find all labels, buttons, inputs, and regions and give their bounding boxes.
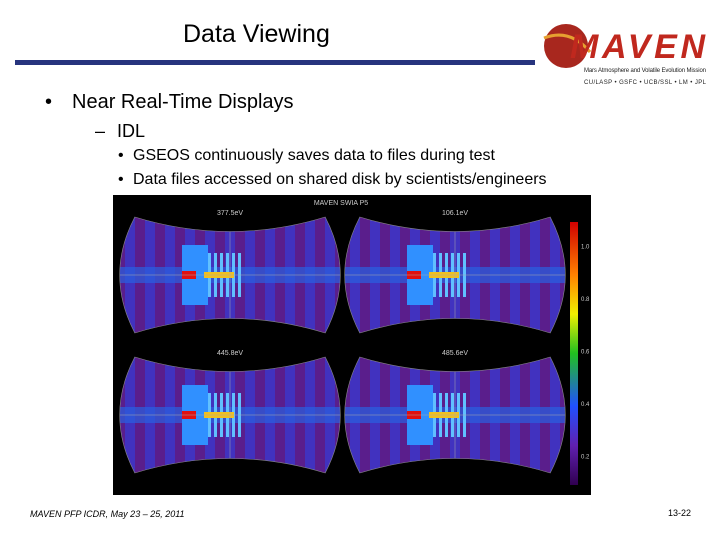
- map-grid: [344, 217, 566, 333]
- colorbar-label: 0.2: [581, 455, 590, 461]
- bullet-text: Data files accessed on shared disk by sc…: [133, 171, 547, 188]
- colorbar: [570, 222, 578, 485]
- logo-name: MAVEN: [570, 28, 706, 66]
- sky-map: [344, 357, 566, 473]
- page-number: 13-22: [668, 508, 692, 518]
- slide-title: Data Viewing: [183, 20, 330, 48]
- panel-label: 377.5eV: [217, 210, 243, 217]
- panel-label: 485.6eV: [442, 350, 468, 357]
- bullet-marker: •: [118, 171, 124, 188]
- logo-partners: CU/LASP • GSFC • UCB/SSL • LM • JPL: [584, 80, 707, 86]
- logo-tagline: Mars Atmosphere and Volatile Evolution M…: [584, 68, 706, 74]
- map-outline: [344, 216, 566, 334]
- map-grid: [119, 217, 341, 333]
- title-rule: [15, 60, 535, 65]
- footer-left: MAVEN PFP ICDR, May 23 – 25, 2011: [30, 509, 185, 519]
- bullet-text: GSEOS continuously saves data to files d…: [133, 147, 495, 164]
- map-grid: [344, 357, 566, 473]
- logo-orbit: [543, 33, 592, 53]
- sky-map: [119, 357, 341, 473]
- bullet-text: Near Real-Time Displays: [72, 91, 294, 113]
- bullet-text: IDL: [117, 121, 146, 141]
- bullet-marker: •: [118, 147, 124, 164]
- sky-map: [119, 217, 341, 333]
- logo: MAVEN Mars Atmosphere and Volatile Evolu…: [543, 24, 707, 86]
- sky-map: [344, 217, 566, 333]
- colorbar-label: 1.0: [581, 244, 590, 250]
- panel-label: 106.1eV: [442, 210, 468, 217]
- colorbar-label: 0.6: [581, 350, 590, 356]
- map-outline: [344, 356, 566, 474]
- figure: MAVEN SWIA P5 377.5eV 106.1eV 445.8eV 485.6…: [113, 195, 591, 495]
- map-outline: [119, 216, 341, 334]
- bullet-marker: –: [95, 121, 106, 141]
- panel-label: 445.8eV: [217, 350, 243, 357]
- colorbar-label: 0.4: [581, 402, 590, 408]
- map-grid: [119, 357, 341, 473]
- figure-title: MAVEN SWIA P5: [314, 200, 368, 207]
- bullet-marker: •: [45, 91, 53, 113]
- colorbar-label: 0.8: [581, 297, 590, 303]
- map-outline: [119, 356, 341, 474]
